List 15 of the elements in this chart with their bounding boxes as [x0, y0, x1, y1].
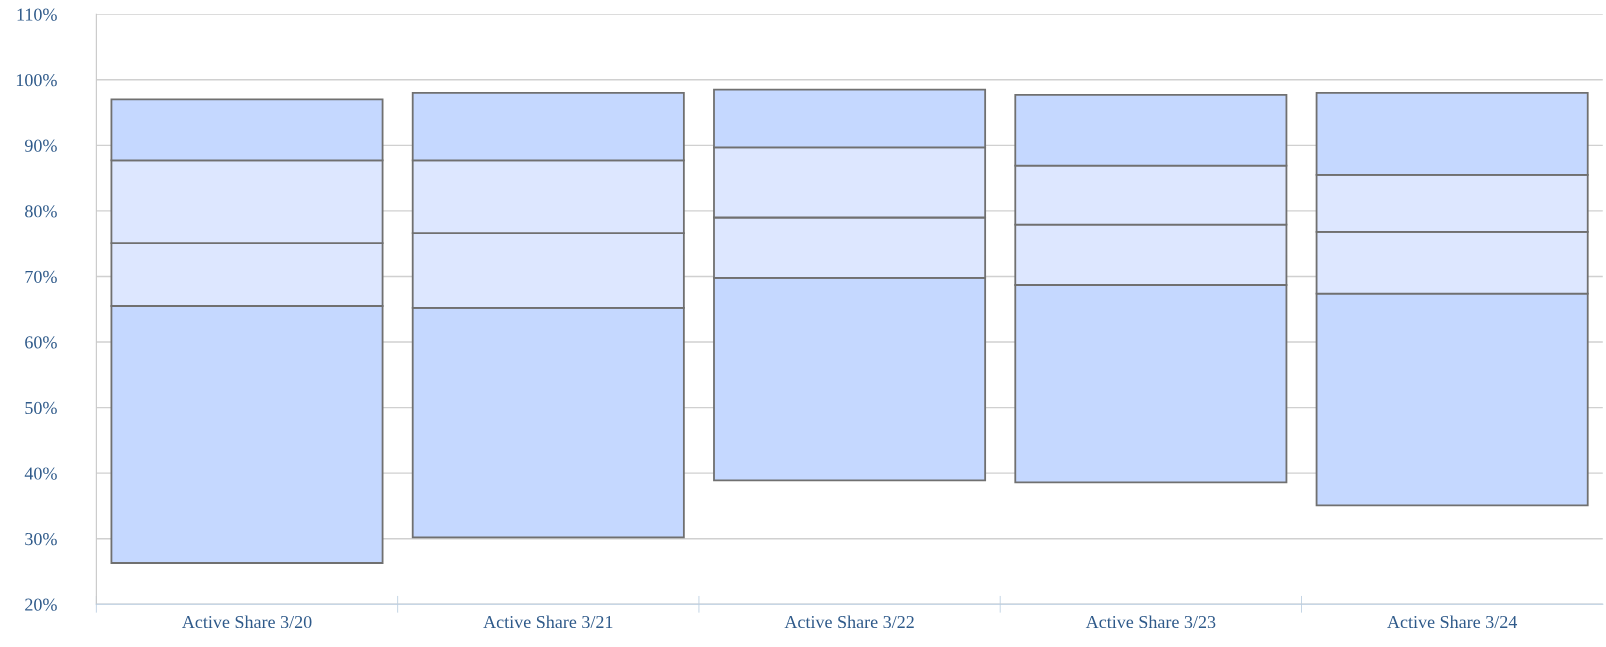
y-tick-label: 20%: [25, 598, 57, 611]
x-tick-label: Active Share 3/20: [182, 615, 312, 629]
x-tick-label: Active Share 3/21: [483, 615, 613, 629]
y-tick-label: 80%: [25, 205, 57, 218]
y-tick-label: 90%: [24, 139, 57, 152]
x-tick-label: Active Share 3/23: [1085, 615, 1216, 629]
y-tick-label: 70%: [25, 270, 57, 283]
y-tick-label: 50%: [25, 401, 57, 415]
x-tick-label: Active Share 3/24: [1387, 615, 1518, 629]
x-tick-label: Active Share 3/22: [784, 615, 914, 629]
y-tick-label: 110%: [17, 8, 57, 21]
y-tick-label: 100%: [16, 74, 57, 87]
y-tick-label: 40%: [24, 467, 57, 480]
y-tick-label: 30%: [25, 532, 57, 546]
y-tick-label: 60%: [25, 336, 57, 349]
